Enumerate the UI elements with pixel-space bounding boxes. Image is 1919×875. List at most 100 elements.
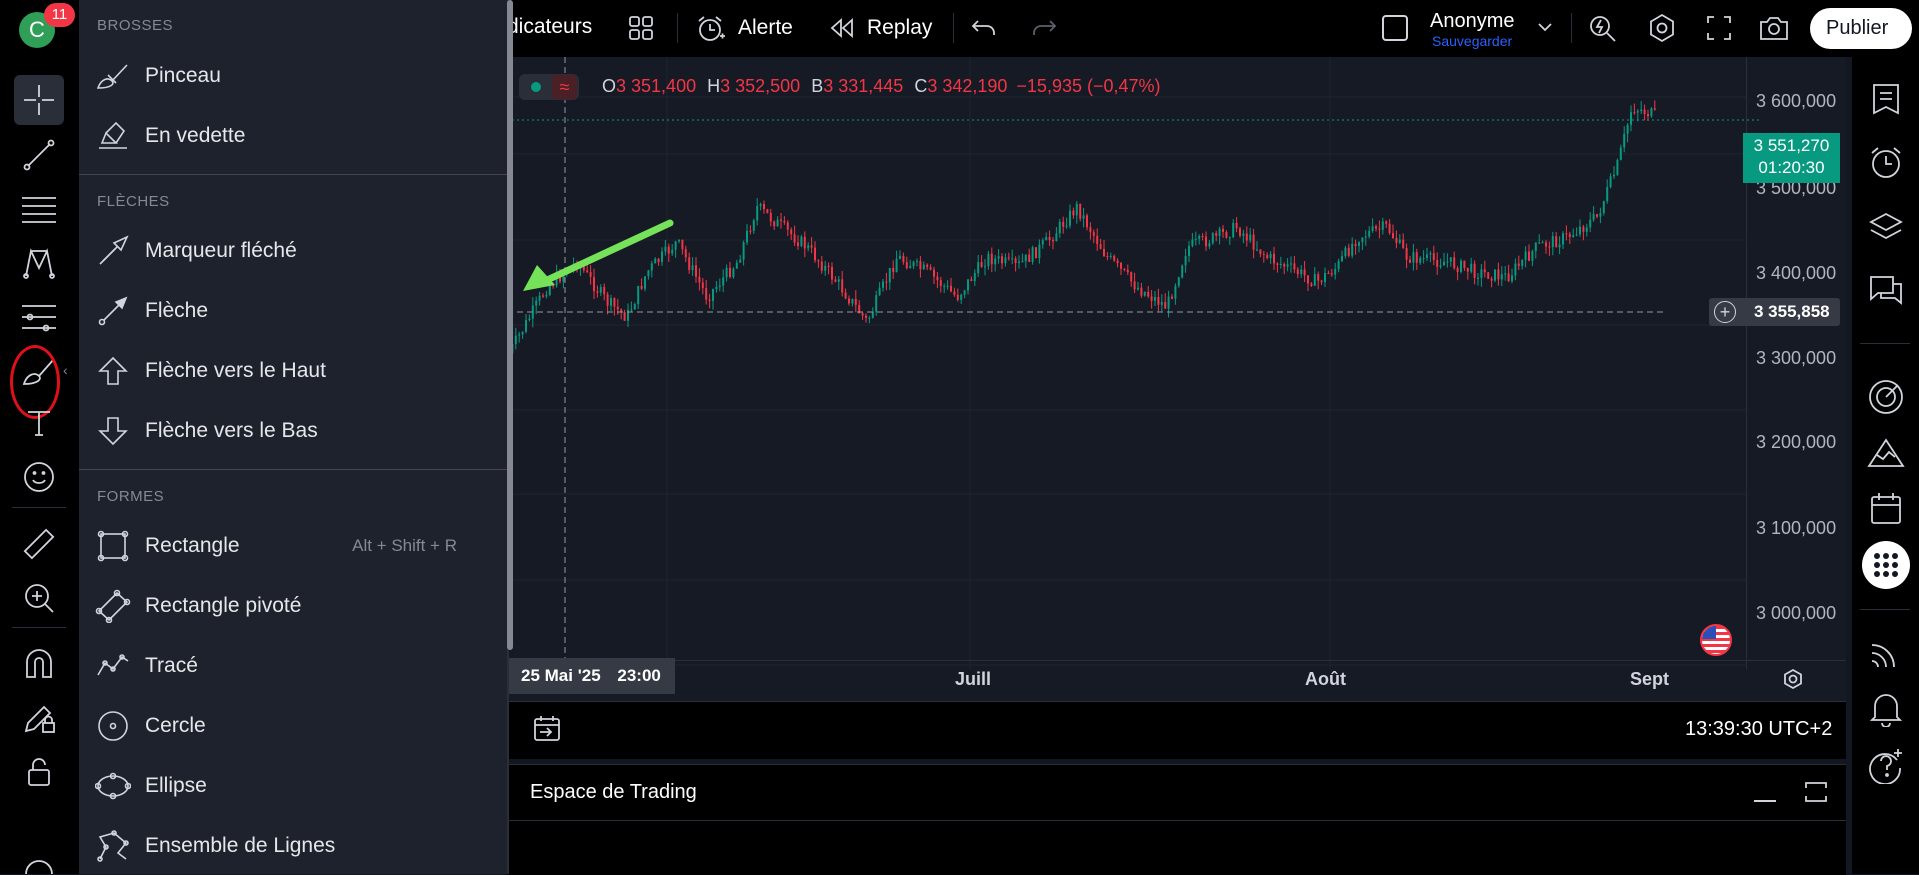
magnet-icon[interactable]: [14, 639, 64, 689]
target-icon[interactable]: [1862, 373, 1910, 421]
menu-item-arrow-down[interactable]: Flèche vers le Bas: [79, 403, 507, 459]
menu-item-arrow-up[interactable]: Flèche vers le Haut: [79, 343, 507, 399]
indicators-button[interactable]: dicateurs: [507, 15, 593, 38]
arrow-down-icon: [95, 413, 131, 449]
candle-body: [1232, 222, 1235, 238]
symbol-status-pill[interactable]: ≈: [519, 74, 579, 100]
chevron-down-icon[interactable]: [1537, 20, 1553, 38]
lock-drawings-pencil-icon[interactable]: [14, 693, 64, 743]
fib-retracement-icon[interactable]: [14, 184, 64, 234]
candle-body: [1048, 236, 1051, 240]
menu-item-path[interactable]: Tracé: [79, 638, 507, 694]
candle-body: [1269, 253, 1272, 259]
candle-body: [1640, 109, 1643, 112]
menu-item-highlighter[interactable]: En vedette: [79, 108, 507, 164]
layouts-grid-icon[interactable]: [627, 14, 655, 47]
candle-body: [1310, 283, 1313, 286]
apps-grid-icon[interactable]: [1862, 541, 1910, 589]
emoji-smiley-icon[interactable]: [14, 452, 64, 502]
fullscreen-icon[interactable]: [1705, 14, 1733, 47]
candle-body: [756, 205, 759, 221]
layout-checkbox-icon[interactable]: [1382, 15, 1408, 41]
candle-body: [909, 266, 912, 269]
toolbar-separator: [1571, 13, 1572, 43]
candle-body: [1436, 260, 1439, 267]
time-axis[interactable]: [507, 660, 1846, 702]
alert-button[interactable]: Alerte: [694, 10, 794, 46]
undo-icon[interactable]: [970, 15, 998, 46]
candle-body: [1514, 263, 1517, 276]
candle-body: [1504, 273, 1507, 275]
candle-body: [633, 304, 636, 310]
menu-item-arrow[interactable]: Flèche: [79, 283, 507, 339]
trend-line-icon[interactable]: [14, 130, 64, 180]
replay-button[interactable]: Replay: [827, 10, 937, 46]
goto-date-icon[interactable]: [532, 714, 562, 749]
candle-body: [1402, 239, 1405, 248]
candle-body: [1317, 274, 1320, 281]
menu-item-arrow-marker[interactable]: Marqueur fléché: [79, 223, 507, 279]
highlighter-icon: [95, 118, 131, 154]
rewind-icon: [830, 17, 853, 39]
candle-body: [1415, 252, 1418, 263]
candle-body: [664, 246, 667, 252]
candle-body: [885, 281, 888, 283]
axis-settings-gear-icon[interactable]: [1782, 668, 1804, 695]
menu-item-rotated-rectangle[interactable]: Rectangle pivoté: [79, 578, 507, 634]
clock-timezone[interactable]: 13:39:30 UTC+2: [1685, 718, 1833, 740]
screenshot-camera-icon[interactable]: [1758, 13, 1790, 48]
visibility-eye-icon[interactable]: [14, 857, 64, 874]
candle-body: [1470, 263, 1473, 272]
watchlist-icon[interactable]: [1862, 75, 1910, 123]
expand-chevron-icon[interactable]: ‹: [63, 362, 68, 378]
candle-body: [1303, 269, 1306, 276]
publish-button[interactable]: Publier: [1810, 8, 1912, 49]
menu-item-polyline[interactable]: Ensemble de Lignes: [79, 818, 507, 874]
candle-body: [1011, 258, 1014, 260]
quick-search-bolt-icon[interactable]: [1588, 13, 1618, 48]
save-link[interactable]: Sauvegarder: [1432, 33, 1513, 49]
pattern-xabcd-icon[interactable]: [14, 238, 64, 288]
candle-body: [871, 311, 874, 318]
menu-item-circle[interactable]: Cercle: [79, 698, 507, 754]
candle-body: [1075, 203, 1078, 216]
price-axis[interactable]: [1746, 57, 1847, 669]
lock-icon[interactable]: [14, 747, 64, 797]
redo-icon[interactable]: [1030, 15, 1058, 46]
menu-item-ellipse[interactable]: Ellipse: [79, 758, 507, 814]
candle-body: [650, 263, 653, 271]
settings-gear-icon[interactable]: [1647, 13, 1677, 48]
ideas-mountain-icon[interactable]: [1862, 429, 1910, 477]
candle-body: [844, 292, 847, 299]
menu-scrollbar[interactable]: [507, 0, 513, 650]
high-label: H: [707, 76, 721, 96]
candle-body: [1092, 232, 1095, 236]
calendar-icon[interactable]: [1862, 485, 1910, 533]
menu-divider: [79, 174, 507, 175]
us-flag-icon[interactable]: [1700, 624, 1732, 656]
notifications-bell-icon[interactable]: [1862, 685, 1910, 733]
maximize-panel-icon[interactable]: [1804, 780, 1828, 804]
zoom-in-icon[interactable]: [14, 573, 64, 623]
chart-pane[interactable]: [507, 57, 1846, 701]
price-chart[interactable]: [507, 57, 1846, 701]
menu-item-rectangle[interactable]: Rectangle Alt + Shift + R: [79, 518, 507, 574]
forecast-ruler-icon[interactable]: [14, 292, 64, 342]
alerts-clock-icon[interactable]: [1862, 139, 1910, 187]
add-plus-icon[interactable]: +: [1714, 301, 1736, 323]
help-question-icon[interactable]: [1862, 741, 1910, 789]
text-tool-icon[interactable]: [14, 398, 64, 448]
user-name[interactable]: Anonyme: [1430, 10, 1515, 32]
crosshair-cursor-icon[interactable]: [14, 75, 64, 125]
candle-body: [1483, 269, 1486, 273]
candle-body: [1273, 253, 1275, 264]
measure-ruler-icon[interactable]: [14, 519, 64, 569]
candle-body: [1432, 253, 1435, 261]
layers-icon[interactable]: [1862, 203, 1910, 251]
menu-item-brush[interactable]: Pinceau: [79, 48, 507, 104]
trading-panel-title[interactable]: Espace de Trading: [530, 781, 697, 803]
signal-rss-icon[interactable]: [1862, 629, 1910, 677]
candle-body: [882, 281, 884, 288]
chat-icon[interactable]: [1862, 267, 1910, 315]
minimize-panel-icon[interactable]: [1754, 780, 1776, 802]
